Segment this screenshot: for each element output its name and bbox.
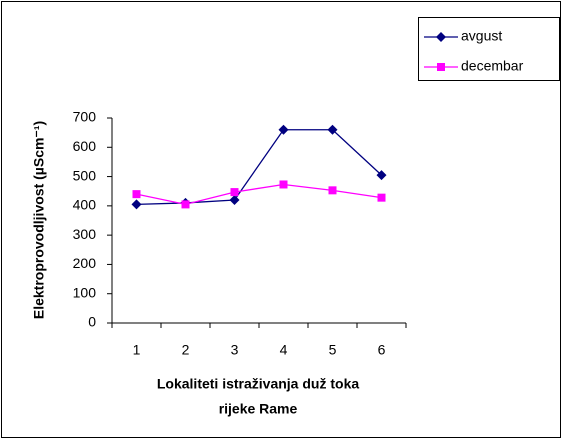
y-tick-label: 700 (73, 109, 97, 125)
y-tick-label: 400 (73, 197, 97, 213)
y-tick-label: 0 (88, 314, 96, 330)
point (327, 124, 338, 135)
legend-box (418, 17, 560, 81)
y-axis-title: Elektroprovodljivost (µScm⁻¹) (31, 121, 47, 319)
point (376, 170, 387, 181)
point (132, 190, 141, 199)
point (131, 199, 142, 210)
y-tick-label: 600 (73, 138, 97, 154)
point (181, 200, 190, 209)
y-tick-label: 200 (73, 255, 97, 271)
point (279, 180, 288, 189)
legend-label: avgust (461, 28, 502, 44)
point (328, 186, 337, 195)
x-tick-label: 6 (378, 342, 386, 358)
x-tick-label: 1 (133, 342, 141, 358)
point (229, 195, 240, 205)
legend-marker (436, 32, 446, 42)
y-tick-label: 500 (73, 167, 97, 183)
x-axis-title: Lokaliteti istraživanja duž toka (157, 376, 359, 392)
legend-label: decembar (461, 58, 524, 74)
point (230, 188, 239, 197)
x-tick-label: 5 (329, 342, 337, 358)
y-tick-label: 100 (73, 284, 97, 300)
series-line (136, 183, 382, 206)
x-axis-title: rijeke Rame (219, 401, 298, 417)
x-tick-label: 3 (231, 342, 239, 358)
legend-marker (437, 63, 445, 71)
y-tick-label: 300 (73, 226, 97, 242)
x-tick-label: 2 (182, 342, 190, 358)
x-tick-label: 4 (280, 342, 288, 358)
point (377, 193, 386, 202)
point (278, 124, 289, 135)
